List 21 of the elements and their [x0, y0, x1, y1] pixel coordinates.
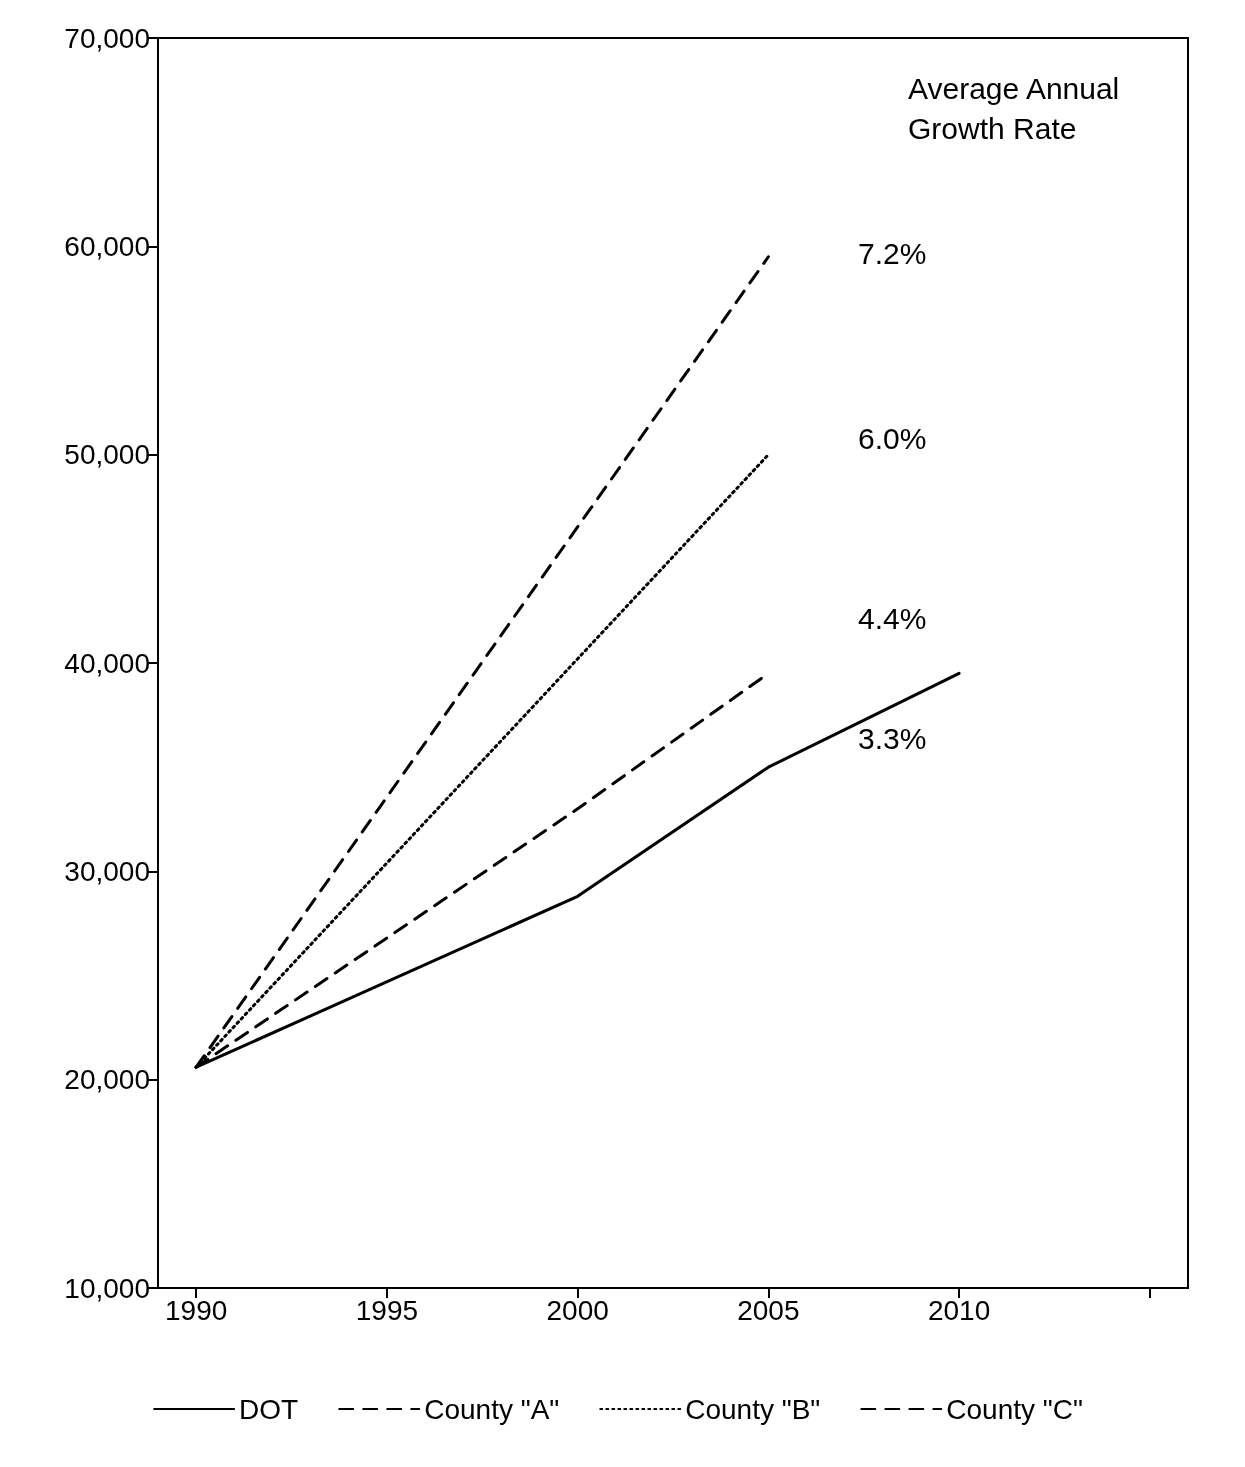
- y-tick-label: 30,000: [64, 855, 150, 887]
- annotation: 4.4%: [858, 601, 927, 635]
- y-tick-label: 20,000: [64, 1064, 150, 1096]
- y-tick-label: 70,000: [64, 22, 150, 54]
- y-tick-label: 10,000: [64, 1272, 150, 1304]
- x-tick-label: 2010: [927, 1294, 991, 1326]
- y-tick-label: 60,000: [64, 230, 150, 262]
- x-tick-label: 1995: [355, 1294, 419, 1326]
- legend-label: DOT: [239, 1393, 299, 1425]
- legend-label: County "A": [424, 1393, 560, 1425]
- annotation: Average Annual Growth Rate: [908, 71, 1128, 145]
- annotation: 6.0%: [858, 421, 927, 455]
- x-tick-label: 2005: [737, 1294, 800, 1326]
- legend-label: County "C": [946, 1393, 1083, 1425]
- annotation: 7.2%: [858, 236, 927, 270]
- y-tick-label: 40,000: [64, 647, 150, 679]
- legend-label: County "B": [685, 1393, 821, 1425]
- x-tick-label: 2000: [546, 1294, 609, 1326]
- x-tick-label: 1990: [165, 1294, 228, 1326]
- y-tick-label: 50,000: [64, 439, 150, 471]
- annotation: 3.3%: [858, 721, 927, 755]
